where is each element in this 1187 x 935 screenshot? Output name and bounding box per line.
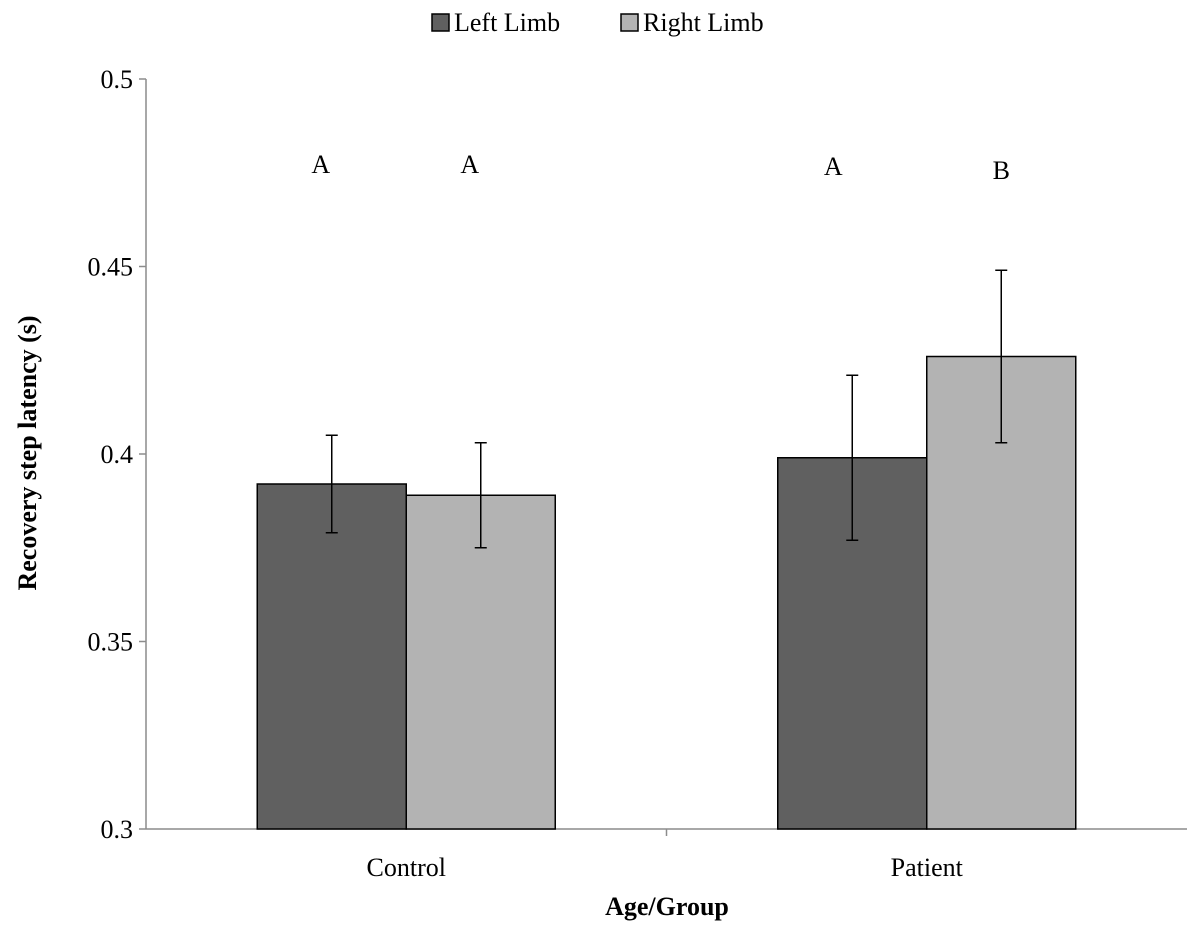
x-tick-label: Control [367,853,446,882]
y-tick-label: 0.3 [101,815,134,844]
significance-label: A [824,152,843,181]
bars [257,357,1076,830]
y-tick-label: 0.5 [101,65,134,94]
x-axis-title: Age/Group [605,892,729,921]
bar [257,484,406,829]
significance-label: A [460,150,479,179]
legend-label: Right Limb [643,8,764,37]
y-tick-label: 0.45 [88,253,134,282]
x-tick-label: Patient [891,853,964,882]
y-tick-label: 0.4 [101,440,134,469]
legend-swatch [621,14,638,31]
y-axis-title: Recovery step latency (s) [13,315,42,590]
y-tick-label: 0.35 [88,628,134,657]
significance-label: A [311,150,330,179]
legend: Left Limb Right Limb [432,8,764,37]
legend-label: Left Limb [454,8,560,37]
significance-label: B [993,156,1010,185]
legend-swatch [432,14,449,31]
